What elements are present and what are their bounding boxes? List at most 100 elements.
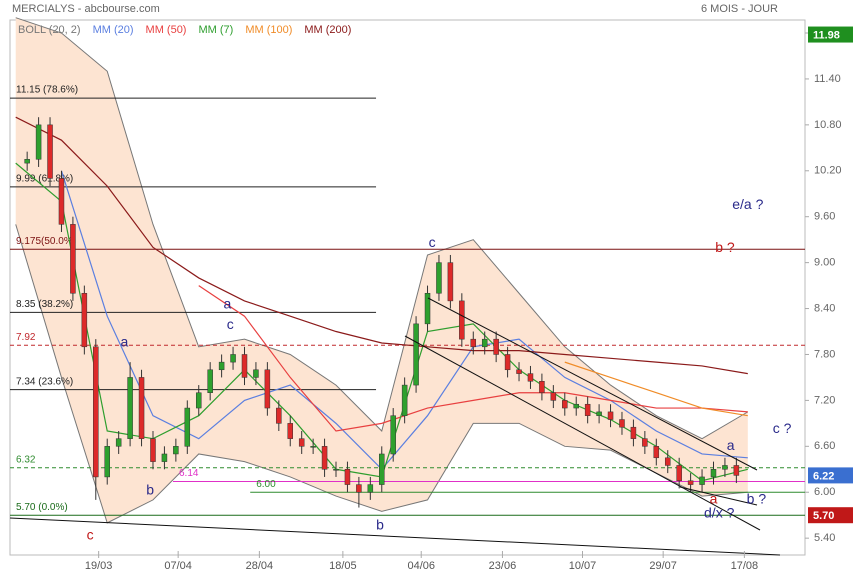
candle-body	[664, 457, 671, 466]
candle-body	[573, 403, 579, 409]
price-badge	[808, 507, 853, 524]
wave-annotation: a	[120, 334, 128, 350]
x-tick-label: 18/05	[329, 560, 357, 572]
period-label: 6 MOIS - JOUR	[701, 3, 778, 15]
price-badge	[808, 26, 853, 43]
candle-body	[642, 438, 648, 447]
x-tick-label: 04/06	[407, 560, 435, 572]
legend-entry: MM (50)	[146, 24, 187, 36]
candle-body	[93, 346, 99, 478]
level-label: 7.34 (23.6%)	[16, 376, 73, 387]
x-tick-label: 23/06	[489, 560, 517, 572]
candle-body	[230, 354, 236, 363]
candle-body	[138, 377, 145, 439]
x-tick-label: 28/04	[246, 560, 274, 572]
candle-body	[47, 124, 53, 179]
level-label: 5.70 (0.0%)	[16, 502, 68, 513]
x-tick-label: 07/04	[164, 560, 192, 572]
candle-body	[127, 377, 133, 439]
candle-body	[413, 323, 419, 386]
trendline	[9, 517, 781, 556]
candle-body	[70, 224, 76, 294]
y-tick-label: 7.80	[814, 348, 835, 360]
candle-body	[516, 369, 522, 374]
candle-body	[207, 369, 213, 393]
legend-entry: MM (200)	[304, 24, 351, 36]
y-tick-label: 6.60	[814, 440, 835, 452]
candle-body	[722, 465, 728, 470]
level-label: 9.175(50.0%)	[16, 236, 76, 247]
candle-body	[436, 262, 442, 294]
candle-body	[58, 178, 65, 225]
y-tick-label: 9.00	[814, 257, 835, 269]
level-label: 7.92	[16, 332, 36, 343]
wave-annotation: a	[710, 491, 718, 507]
legend-entry: MM (20)	[93, 24, 134, 36]
candle-body	[676, 465, 682, 482]
bollinger-lower	[15, 224, 748, 524]
candle-body	[630, 426, 637, 439]
candle-body	[562, 400, 568, 409]
candle-body	[481, 338, 488, 348]
candle-body	[24, 159, 30, 164]
price-badge-label: 11.98	[813, 29, 840, 41]
candle-body	[584, 403, 591, 416]
candle-body	[241, 354, 248, 378]
wave-annotation: c	[429, 234, 436, 250]
candle-body	[321, 446, 328, 470]
candle-body	[504, 354, 511, 371]
candle-body	[173, 446, 179, 455]
candle-body	[104, 446, 110, 478]
candle-body	[276, 407, 282, 424]
candle-body	[607, 411, 614, 420]
x-tick-label: 19/03	[85, 560, 113, 572]
trendline	[427, 297, 758, 471]
level-label: 6.32	[16, 454, 36, 465]
moving-average	[198, 285, 748, 432]
wave-annotation: c ?	[773, 420, 792, 436]
wave-annotation: b	[146, 481, 154, 497]
legend-entry: BOLL (20, 2)	[18, 24, 81, 36]
legend-entry: MM (7)	[198, 24, 233, 36]
price-badge	[808, 467, 853, 484]
candle-body	[447, 262, 454, 302]
y-tick-label: 5.40	[814, 532, 835, 544]
wave-annotation: c	[227, 316, 234, 332]
candle-body	[184, 407, 191, 447]
candle-body	[390, 415, 396, 455]
candle-body	[195, 392, 202, 409]
candle-body	[344, 469, 351, 485]
candle-body	[459, 300, 465, 340]
candle-body	[367, 484, 374, 493]
y-tick-label: 11.40	[814, 73, 841, 85]
chart-title: MERCIALYS - abcbourse.com	[12, 3, 160, 15]
y-tick-label: 9.60	[814, 211, 835, 223]
candle-body	[253, 369, 259, 378]
candle-body	[287, 423, 294, 439]
candle-body	[470, 338, 477, 348]
candle-body	[596, 411, 602, 416]
level-label: 11.15 (78.6%)	[16, 85, 78, 96]
price-badge-label: 5.70	[813, 510, 834, 522]
y-tick-label: 7.20	[814, 394, 835, 406]
candle-body	[550, 392, 557, 401]
level-label: 9.99 (61.8%)	[16, 173, 73, 184]
candle-body	[264, 369, 271, 409]
level-label: 8.35 (38.2%)	[16, 299, 73, 310]
bollinger-upper	[15, 17, 749, 440]
candle-body	[310, 446, 316, 448]
y-tick-label: 6.00	[814, 486, 835, 498]
main-layer	[15, 116, 748, 508]
candle-body	[401, 384, 408, 416]
y-tick-label: 10.20	[814, 165, 842, 177]
candle-body	[379, 453, 385, 485]
candle-body	[161, 453, 168, 462]
wave-annotation: b ?	[715, 239, 735, 255]
candle-body	[298, 438, 305, 447]
candle-body	[333, 469, 339, 471]
wave-annotation: c	[87, 527, 94, 543]
x-tick-label: 29/07	[649, 560, 677, 572]
trendline	[679, 486, 758, 506]
